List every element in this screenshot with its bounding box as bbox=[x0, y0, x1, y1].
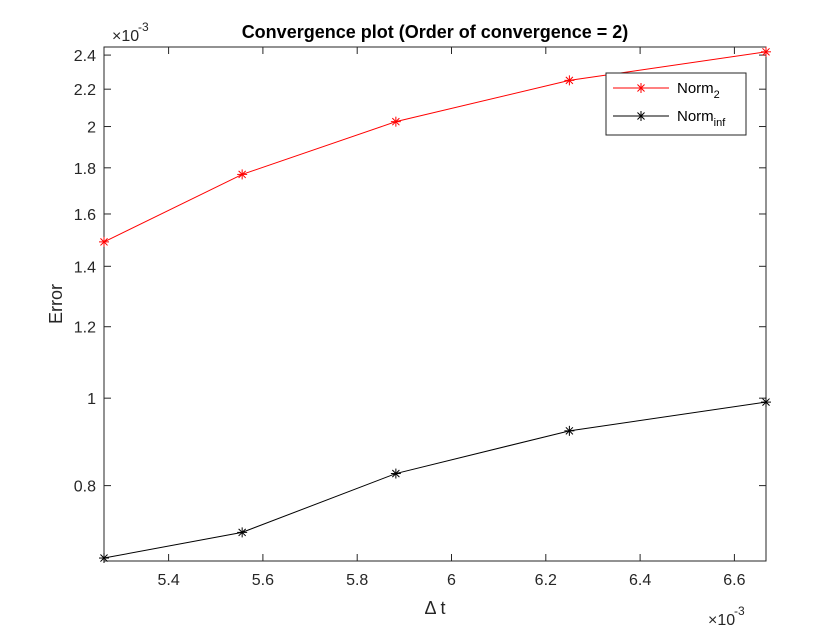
legend: Norm2 Norminf bbox=[605, 72, 747, 136]
legend-marker-glyph bbox=[636, 111, 646, 121]
y-axis-ticks: 0.8 1 1.2 1.4 1.6 1.8 2 2.2 2.4 bbox=[74, 48, 766, 496]
y-exponent-power: -3 bbox=[138, 20, 149, 34]
data-point-norm-2 bbox=[237, 169, 248, 180]
x-tick-label: 6 bbox=[447, 572, 456, 589]
y-tick-label: 1.4 bbox=[74, 259, 96, 276]
y-tick-label: 0.8 bbox=[74, 479, 96, 496]
legend-marker-norm-inf bbox=[636, 111, 646, 121]
legend-box bbox=[605, 72, 747, 136]
x-axis-label: Δ t bbox=[424, 598, 445, 618]
y-exponent-base: ×10 bbox=[112, 28, 139, 45]
y-tick-label: 1.6 bbox=[74, 207, 96, 224]
y-axis-label: Error bbox=[46, 284, 66, 324]
y-tick-label: 1.2 bbox=[74, 320, 96, 337]
y-tick-label: 1 bbox=[87, 391, 96, 408]
data-point-norm-2 bbox=[99, 236, 109, 247]
y-tick-label: 1.8 bbox=[74, 161, 96, 178]
y-exponent-label: ×10 -3 bbox=[112, 20, 149, 45]
x-tick-label: 5.8 bbox=[346, 572, 368, 589]
chart-title: Convergence plot (Order of convergence =… bbox=[242, 22, 629, 42]
data-point-norm-2 bbox=[761, 46, 771, 57]
x-tick-label: 5.6 bbox=[252, 572, 274, 589]
data-point-norm-inf bbox=[564, 425, 575, 436]
y-tick-label: 2.2 bbox=[74, 82, 96, 99]
x-exponent-base: ×10 bbox=[708, 612, 735, 629]
legend-item-norm-2: Norm2 bbox=[613, 80, 720, 101]
x-exponent-label: ×10 -3 bbox=[708, 604, 745, 629]
data-point-norm-inf bbox=[237, 527, 248, 538]
legend-marker-norm-2 bbox=[636, 83, 646, 93]
x-tick-label: 5.4 bbox=[157, 572, 179, 589]
data-point-norm-inf bbox=[99, 553, 109, 564]
legend-label-norm-2: Norm2 bbox=[677, 80, 720, 101]
x-tick-label: 6.6 bbox=[723, 572, 745, 589]
axes-box bbox=[103, 46, 767, 562]
data-point-norm-2 bbox=[564, 75, 575, 86]
x-exponent-power: -3 bbox=[734, 604, 745, 618]
x-tick-label: 6.2 bbox=[535, 572, 557, 589]
legend-item-norm-inf: Norminf bbox=[613, 108, 726, 129]
series-layer bbox=[99, 46, 771, 564]
legend-marker-glyph bbox=[636, 83, 646, 93]
axes-frame bbox=[103, 46, 767, 562]
legend-label-norm-inf: Norminf bbox=[677, 108, 726, 129]
y-tick-label: 2 bbox=[87, 120, 96, 137]
data-point-norm-inf bbox=[761, 397, 771, 408]
y-tick-label: 2.4 bbox=[74, 48, 96, 65]
x-tick-label: 6.4 bbox=[629, 572, 651, 589]
data-point-norm-2 bbox=[390, 116, 401, 127]
data-point-norm-inf bbox=[390, 468, 401, 479]
x-axis-ticks: 5.4 5.6 5.8 6 6.2 6.4 6.6 bbox=[157, 47, 746, 589]
